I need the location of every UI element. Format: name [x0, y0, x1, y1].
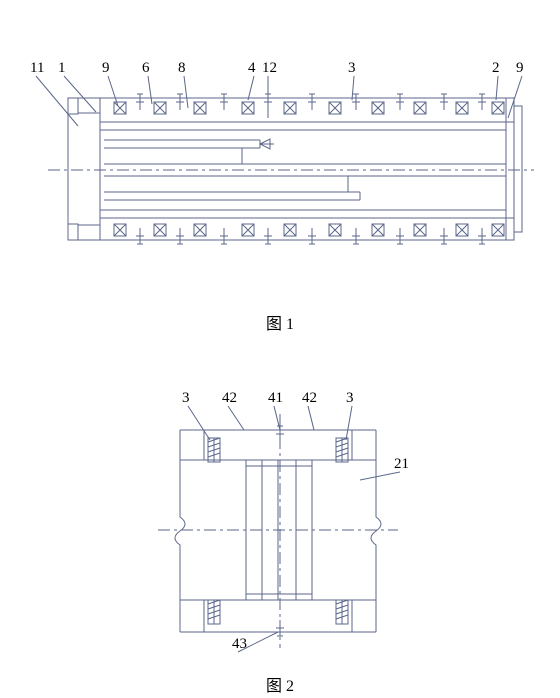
fig1-lbl-9b: 9: [516, 60, 524, 77]
fig2-caption: 图 2: [0, 672, 560, 696]
fig1-lbl-4: 4: [248, 60, 256, 77]
fig1-lbl-8: 8: [178, 60, 186, 77]
fig1-lbl-6: 6: [142, 60, 150, 77]
fig1-lbl-12: 12: [262, 60, 277, 77]
fig2-lbl-3a: 3: [182, 390, 190, 407]
fig2-lbl-43: 43: [232, 636, 247, 653]
fig1-lbl-3: 3: [348, 60, 356, 77]
fig1-lbl-11: 11: [30, 60, 44, 77]
fig2-lbl-41: 41: [268, 390, 283, 407]
fig2-lbl-42a: 42: [222, 390, 237, 407]
fig1-caption: 图 1: [0, 310, 560, 334]
fig1-lbl-1: 1: [58, 60, 66, 77]
fig2-lbl-21: 21: [394, 456, 409, 473]
fig2-lbl-3b: 3: [346, 390, 354, 407]
fig2-lbl-42b: 42: [302, 390, 317, 407]
fig1-lbl-2: 2: [492, 60, 500, 77]
fig1-lbl-9a: 9: [102, 60, 110, 77]
